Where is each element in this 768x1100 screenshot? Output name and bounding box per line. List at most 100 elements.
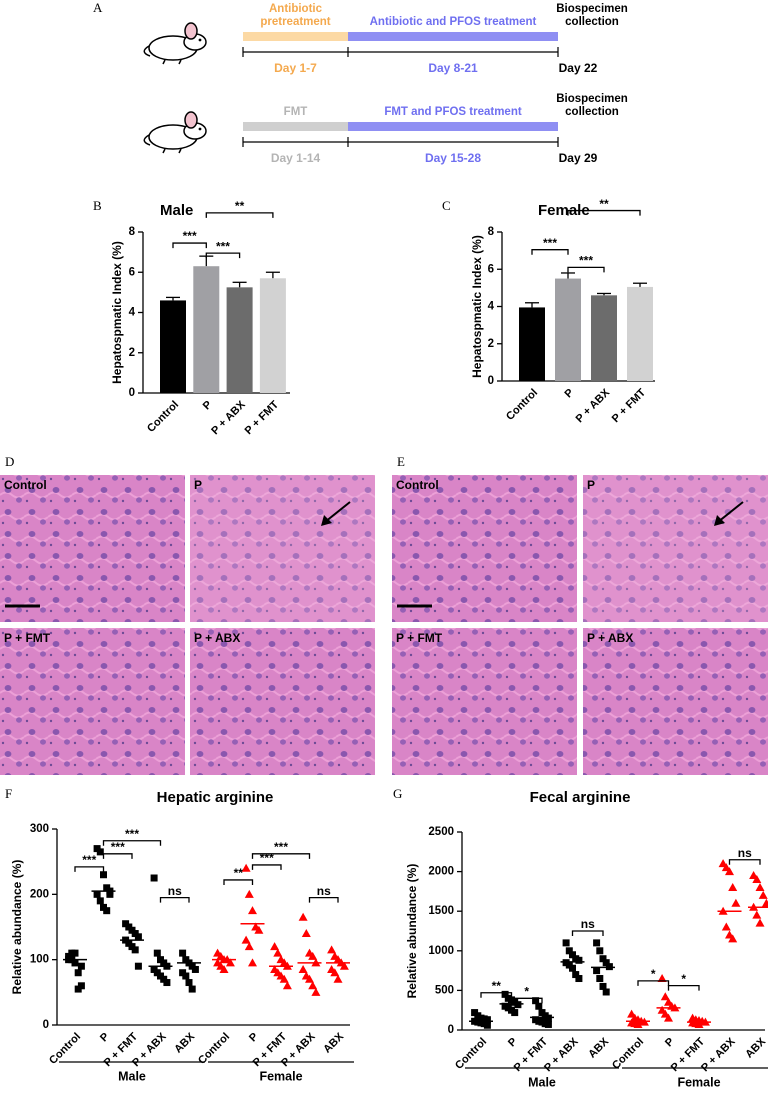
- point: [593, 967, 601, 975]
- significance-label: **: [234, 866, 244, 880]
- significance-label: ***: [579, 254, 593, 268]
- significance-label: ***: [543, 236, 557, 250]
- point: [327, 945, 337, 954]
- point: [273, 948, 283, 957]
- y-axis-label: Hepatospmatic Index (%): [110, 241, 124, 384]
- point: [270, 942, 280, 951]
- histology-image: [0, 475, 185, 622]
- end-label: Biospecimen: [556, 3, 628, 15]
- significance-bracket: [667, 984, 700, 991]
- image-label: P + FMT: [396, 631, 443, 645]
- point: [254, 925, 264, 934]
- point: [544, 1020, 552, 1028]
- point: [721, 922, 731, 931]
- significance-bracket: [102, 853, 133, 859]
- point: [244, 889, 254, 898]
- x-tick-label: Control: [610, 1036, 646, 1072]
- image-label: P: [587, 478, 595, 492]
- image-shade: [0, 475, 185, 622]
- point: [599, 955, 607, 963]
- panel-label: D: [5, 454, 14, 469]
- point: [657, 974, 667, 983]
- chart-title: Female: [538, 202, 590, 219]
- point: [185, 979, 193, 987]
- significance-label: ***: [111, 840, 125, 854]
- significance-bracket: [205, 212, 274, 218]
- y-tick-label: 500: [435, 984, 454, 996]
- point: [565, 947, 573, 955]
- significance-label: ***: [260, 851, 274, 865]
- significance-label: ns: [317, 884, 331, 898]
- point: [694, 1019, 704, 1028]
- bar: [555, 278, 581, 381]
- phase-days: Day 15-28: [425, 151, 481, 165]
- x-tick-label: P: [98, 1031, 112, 1045]
- significance-label: *: [651, 967, 656, 981]
- significance-bracket: [480, 992, 513, 998]
- panel-label: G: [393, 786, 402, 801]
- significance-label: ns: [581, 917, 595, 931]
- significance-bracket: [531, 249, 569, 255]
- significance-label: ***: [125, 827, 139, 841]
- end-day: Day 22: [559, 61, 598, 75]
- group-label: Female: [259, 1069, 302, 1083]
- point: [308, 981, 318, 990]
- x-tick-label: Control: [453, 1036, 489, 1072]
- arrowhead: [321, 515, 332, 526]
- image-label: Control: [396, 478, 439, 492]
- panel-label: A: [93, 0, 103, 15]
- y-tick-label: 1500: [428, 905, 454, 917]
- y-tick-label: 4: [488, 301, 495, 313]
- x-tick-label: P + FMT: [243, 398, 282, 437]
- histology-image: [392, 475, 577, 622]
- image-label: P + FMT: [4, 631, 51, 645]
- point: [134, 962, 142, 970]
- y-axis-label: Relative abundance (%): [10, 860, 24, 995]
- point: [311, 987, 321, 996]
- image-shade: [583, 475, 768, 622]
- y-tick-label: 200: [30, 888, 49, 900]
- y-tick-label: 4: [129, 307, 136, 319]
- x-tick-label: P: [247, 1031, 261, 1045]
- significance-label: **: [235, 199, 245, 213]
- point: [71, 949, 79, 957]
- significance-label: ns: [738, 846, 752, 860]
- point: [106, 890, 114, 898]
- point: [330, 968, 340, 977]
- point: [225, 958, 235, 967]
- point: [219, 964, 229, 973]
- significance-bracket: [102, 840, 162, 846]
- image-label: Control: [4, 478, 47, 492]
- point: [728, 934, 738, 943]
- point: [191, 965, 199, 973]
- point: [660, 992, 670, 1001]
- significance-bracket: [223, 879, 254, 885]
- point: [569, 964, 576, 972]
- end-label: Biospecimen: [556, 93, 628, 105]
- point: [150, 874, 158, 882]
- significance-bracket: [567, 266, 605, 273]
- y-tick-label: 0: [43, 1019, 49, 1031]
- point: [298, 912, 308, 921]
- point: [308, 951, 318, 960]
- point: [301, 929, 311, 938]
- histology-image: [0, 628, 185, 775]
- significance-label: ns: [168, 884, 182, 898]
- point: [96, 848, 104, 856]
- image-label: P: [194, 478, 202, 492]
- chart-title: Male: [160, 202, 193, 219]
- significance-bracket: [74, 866, 105, 872]
- point: [244, 942, 254, 951]
- x-tick-label: P: [663, 1036, 677, 1050]
- point: [153, 949, 161, 957]
- bar: [226, 287, 253, 393]
- significance-bracket: [308, 896, 339, 903]
- phase-days: Day 1-14: [271, 151, 321, 165]
- point: [569, 951, 576, 959]
- significance-bracket: [205, 252, 241, 259]
- bar: [193, 266, 220, 393]
- point: [96, 897, 104, 905]
- point: [664, 1013, 673, 1022]
- phase-bar: [243, 32, 348, 41]
